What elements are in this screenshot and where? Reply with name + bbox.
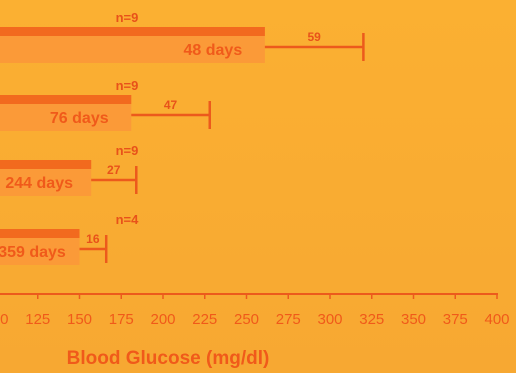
bar-category-label: 76 days: [50, 110, 109, 127]
x-tick-label: 300: [317, 311, 342, 328]
x-axis-ticks: 100 125 150 175 200 225 250 275 300 325 350 375 400: [0, 294, 510, 328]
sample-size-label: n=9: [116, 78, 139, 93]
x-tick-label: 150: [67, 311, 92, 328]
sample-size-label: n=9: [116, 10, 139, 25]
bars-group: n=9 48 days 59 n=9 76 days 47 n=9 244 days 27 n=4…: [0, 10, 365, 265]
error-value-label: 16: [86, 232, 100, 246]
error-value-label: 47: [164, 98, 178, 112]
x-tick-label: 325: [359, 311, 384, 328]
x-tick-label: 275: [276, 311, 301, 328]
x-tick-label: 250: [234, 311, 259, 328]
bar-top-strip: [0, 27, 265, 36]
bar-category-label: 48 days: [184, 42, 243, 59]
x-tick-label: 175: [109, 311, 134, 328]
error-value-label: 59: [307, 30, 321, 44]
x-axis-title: Blood Glucose (mg/dl): [67, 348, 270, 369]
x-tick-label: 375: [443, 311, 468, 328]
bar-category-label: 359 days: [0, 244, 66, 261]
x-tick-label: 350: [401, 311, 426, 328]
error-value-label: 27: [107, 163, 121, 177]
x-tick-label: 400: [484, 311, 509, 328]
x-tick-label: 225: [192, 311, 217, 328]
bar-category-label: 244 days: [5, 175, 73, 192]
bar-top-strip: [0, 160, 92, 169]
bar-top-strip: [0, 95, 132, 104]
x-tick-label: 200: [150, 311, 175, 328]
bar-top-strip: [0, 229, 80, 238]
x-tick-label: 100: [0, 311, 9, 328]
x-tick-label: 125: [25, 311, 50, 328]
sample-size-label: n=9: [116, 143, 139, 158]
sample-size-label: n=4: [116, 212, 140, 227]
